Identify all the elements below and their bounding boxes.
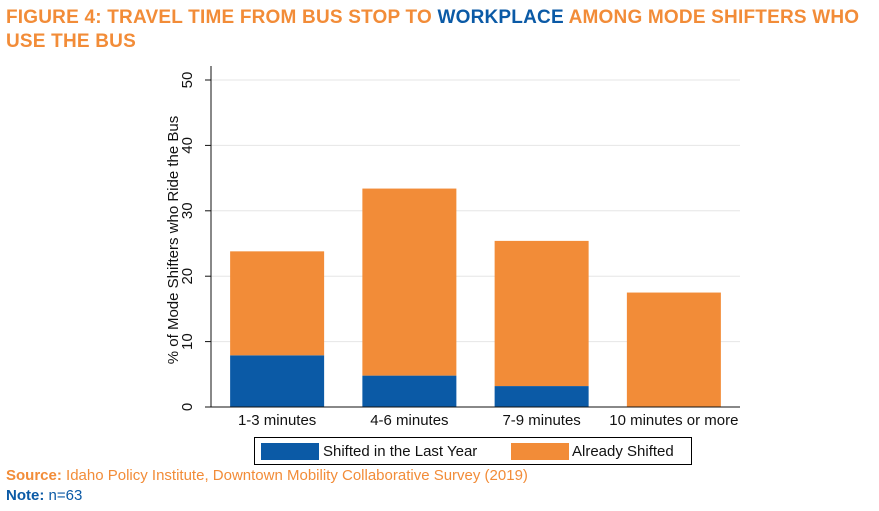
x-tick-label: 10 minutes or more <box>609 412 738 429</box>
chart-title: FIGURE 4: TRAVEL TIME FROM BUS STOP TO W… <box>6 6 876 54</box>
bar-shifted-last-year <box>230 355 325 407</box>
source-text: Idaho Policy Institute, Downtown Mobilit… <box>61 467 528 484</box>
note-label: Note: <box>6 487 45 504</box>
legend-swatch-shifted-last-year <box>261 443 319 460</box>
x-tick-label: 7-9 minutes <box>502 412 580 429</box>
x-tick-label: 4-6 minutes <box>370 412 448 429</box>
bar-shifted-last-year <box>494 386 589 407</box>
legend: Shifted in the Last Year Already Shifted <box>254 437 692 465</box>
x-tick-labels: 1-3 minutes 4-6 minutes 7-9 minutes 10 minu… <box>238 412 739 429</box>
bars <box>230 188 721 407</box>
legend-label-already-shifted: Already Shifted <box>572 443 674 460</box>
bar-shifted-last-year <box>362 375 457 407</box>
bar-already-shifted <box>626 292 721 407</box>
title-part-2: AMONG MODE SHIFTERS WHO USE THE BUS <box>6 7 860 52</box>
y-tick-label: 50 <box>179 72 196 89</box>
bar-already-shifted <box>230 251 325 356</box>
legend-swatch-already-shifted <box>511 443 569 460</box>
title-highlight: WORKPLACE <box>437 7 564 28</box>
bar-already-shifted <box>494 240 589 387</box>
y-tick-label: 20 <box>179 268 196 285</box>
x-tick-label: 1-3 minutes <box>238 412 316 429</box>
bar-already-shifted <box>362 188 457 376</box>
legend-label-shifted-last-year: Shifted in the Last Year <box>323 443 478 460</box>
y-tick-label: 40 <box>179 137 196 154</box>
source-line: Source: Idaho Policy Institute, Downtown… <box>6 467 528 485</box>
note-line: Note: n=63 <box>6 487 82 505</box>
y-ticks: 0 10 20 30 40 50 <box>179 72 211 411</box>
source-label: Source: <box>6 467 62 484</box>
axes <box>210 66 740 408</box>
y-tick-label: 0 <box>179 403 196 411</box>
y-tick-label: 30 <box>179 202 196 219</box>
y-axis-label: % of Mode Shifters who Ride the Bus <box>165 116 182 364</box>
title-part-1: FIGURE 4: TRAVEL TIME FROM BUS STOP TO <box>6 7 438 28</box>
y-tick-label: 10 <box>179 333 196 350</box>
note-text: n=63 <box>44 487 83 504</box>
